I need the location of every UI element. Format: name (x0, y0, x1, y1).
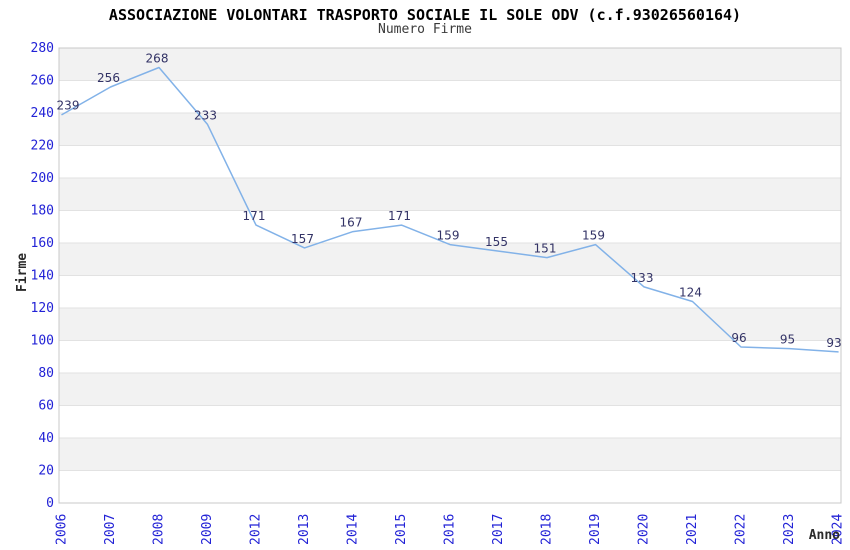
value-label: 233 (194, 108, 217, 122)
x-tick-label: 2015 (394, 514, 409, 545)
background-band (59, 373, 841, 406)
y-tick-label: 0 (46, 496, 54, 511)
value-label: 93 (826, 336, 841, 350)
background-band (59, 48, 841, 81)
value-label: 155 (485, 235, 508, 249)
x-tick-label: 2023 (782, 514, 797, 545)
y-tick-label: 220 (31, 139, 54, 154)
value-label: 159 (582, 229, 605, 243)
value-label: 171 (243, 209, 266, 223)
chart-title: ASSOCIAZIONE VOLONTARI TRASPORTO SOCIALE… (108, 6, 742, 24)
y-tick-label: 280 (31, 41, 54, 56)
x-tick-label: 2009 (200, 514, 215, 545)
x-tick-label: 2017 (491, 514, 506, 545)
value-label: 171 (388, 209, 411, 223)
y-tick-label: 160 (31, 236, 54, 251)
background-band (59, 210, 841, 243)
y-tick-label: 40 (38, 431, 54, 446)
value-label: 159 (437, 229, 460, 243)
background-band (59, 340, 841, 373)
x-tick-label: 2021 (685, 514, 700, 545)
x-tick-label: 2018 (540, 514, 555, 545)
y-tick-label: 100 (31, 334, 54, 349)
x-tick-label: 2020 (637, 514, 652, 545)
background-band (59, 243, 841, 276)
y-tick-label: 240 (31, 106, 54, 121)
value-label: 239 (57, 99, 80, 113)
x-tick-label: 2008 (152, 514, 167, 545)
x-tick-label: 2006 (55, 514, 70, 545)
x-tick-label: 2007 (103, 514, 118, 545)
background-band (59, 178, 841, 211)
line-series (61, 66, 839, 353)
y-tick-label: 180 (31, 204, 54, 219)
plot-border (58, 47, 842, 504)
background-band (59, 308, 841, 341)
y-tick-label: 60 (38, 399, 54, 414)
y-tick-label: 20 (38, 464, 54, 479)
value-label: 124 (679, 286, 702, 300)
background-band (59, 275, 841, 308)
y-axis-title: Firme (15, 253, 30, 292)
y-tick-label: 140 (31, 269, 54, 284)
background-band (59, 145, 841, 178)
value-label: 256 (97, 71, 120, 85)
value-label: 157 (291, 232, 314, 246)
x-tick-label: 2014 (346, 514, 361, 545)
x-tick-label: 2024 (831, 514, 846, 545)
chart-subtitle: Numero Firme (378, 22, 472, 37)
background-band (59, 80, 841, 113)
x-tick-label: 2022 (734, 514, 749, 545)
y-tick-label: 260 (31, 74, 54, 89)
background-band (59, 438, 841, 471)
x-tick-label: 2012 (249, 514, 264, 545)
x-axis-title: Anno (809, 528, 840, 543)
value-label: 95 (780, 333, 795, 347)
background-band (59, 113, 841, 146)
background-band (59, 405, 841, 438)
x-tick-label: 2019 (588, 514, 603, 545)
y-tick-label: 120 (31, 301, 54, 316)
value-label: 96 (731, 331, 746, 345)
y-tick-label: 200 (31, 171, 54, 186)
value-label: 268 (146, 52, 169, 66)
background-band (59, 470, 841, 503)
value-label: 133 (631, 271, 654, 285)
x-tick-label: 2013 (297, 514, 312, 545)
x-tick-label: 2016 (443, 514, 458, 545)
value-label: 151 (534, 242, 557, 256)
y-tick-label: 80 (38, 366, 54, 381)
value-label: 167 (340, 216, 363, 230)
